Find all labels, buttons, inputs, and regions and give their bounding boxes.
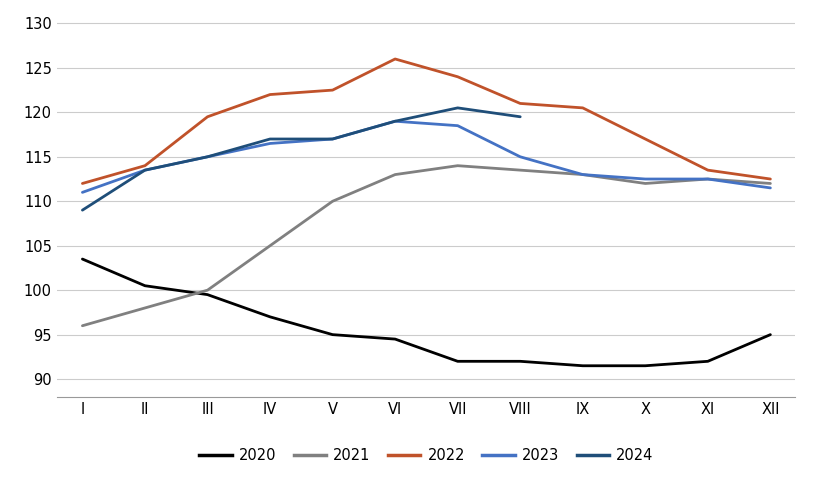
2023 [390, 118, 400, 124]
2020 [265, 314, 274, 320]
2022 [702, 167, 712, 173]
2021 [577, 172, 587, 178]
2020 [514, 359, 524, 364]
2020 [577, 363, 587, 369]
2022 [202, 114, 212, 120]
2023 [140, 167, 150, 173]
2022 [390, 56, 400, 62]
2024 [390, 118, 400, 124]
2022 [328, 87, 337, 93]
2022 [577, 105, 587, 111]
2020 [328, 332, 337, 337]
2020 [78, 256, 88, 262]
Line: 2021: 2021 [83, 166, 769, 326]
2020 [702, 359, 712, 364]
2024 [452, 105, 462, 111]
2023 [328, 136, 337, 142]
2023 [577, 172, 587, 178]
2022 [452, 74, 462, 80]
2021 [202, 287, 212, 293]
2021 [514, 167, 524, 173]
2021 [452, 163, 462, 168]
2023 [702, 176, 712, 182]
2020 [390, 336, 400, 342]
Legend: 2020, 2021, 2022, 2023, 2024: 2020, 2021, 2022, 2023, 2024 [193, 442, 658, 469]
2023 [265, 140, 274, 146]
2022 [265, 91, 274, 97]
2024 [78, 207, 88, 213]
2023 [640, 176, 649, 182]
2022 [140, 163, 150, 168]
2020 [764, 332, 774, 337]
Line: 2020: 2020 [83, 259, 769, 366]
2024 [202, 154, 212, 160]
2021 [78, 323, 88, 329]
2023 [514, 154, 524, 160]
Line: 2024: 2024 [83, 108, 519, 210]
2021 [702, 176, 712, 182]
2022 [640, 136, 649, 142]
2022 [514, 101, 524, 106]
2020 [202, 292, 212, 298]
2021 [390, 172, 400, 178]
2023 [452, 123, 462, 129]
2024 [514, 114, 524, 120]
2022 [78, 181, 88, 186]
2020 [452, 359, 462, 364]
2022 [764, 176, 774, 182]
2020 [140, 283, 150, 288]
2021 [140, 305, 150, 311]
2021 [640, 181, 649, 186]
2021 [764, 181, 774, 186]
2023 [202, 154, 212, 160]
2024 [140, 167, 150, 173]
2024 [328, 136, 337, 142]
2021 [265, 243, 274, 249]
2023 [764, 185, 774, 191]
2020 [640, 363, 649, 369]
2021 [328, 198, 337, 204]
Line: 2022: 2022 [83, 59, 769, 183]
2023 [78, 189, 88, 195]
Line: 2023: 2023 [83, 121, 769, 192]
2024 [265, 136, 274, 142]
